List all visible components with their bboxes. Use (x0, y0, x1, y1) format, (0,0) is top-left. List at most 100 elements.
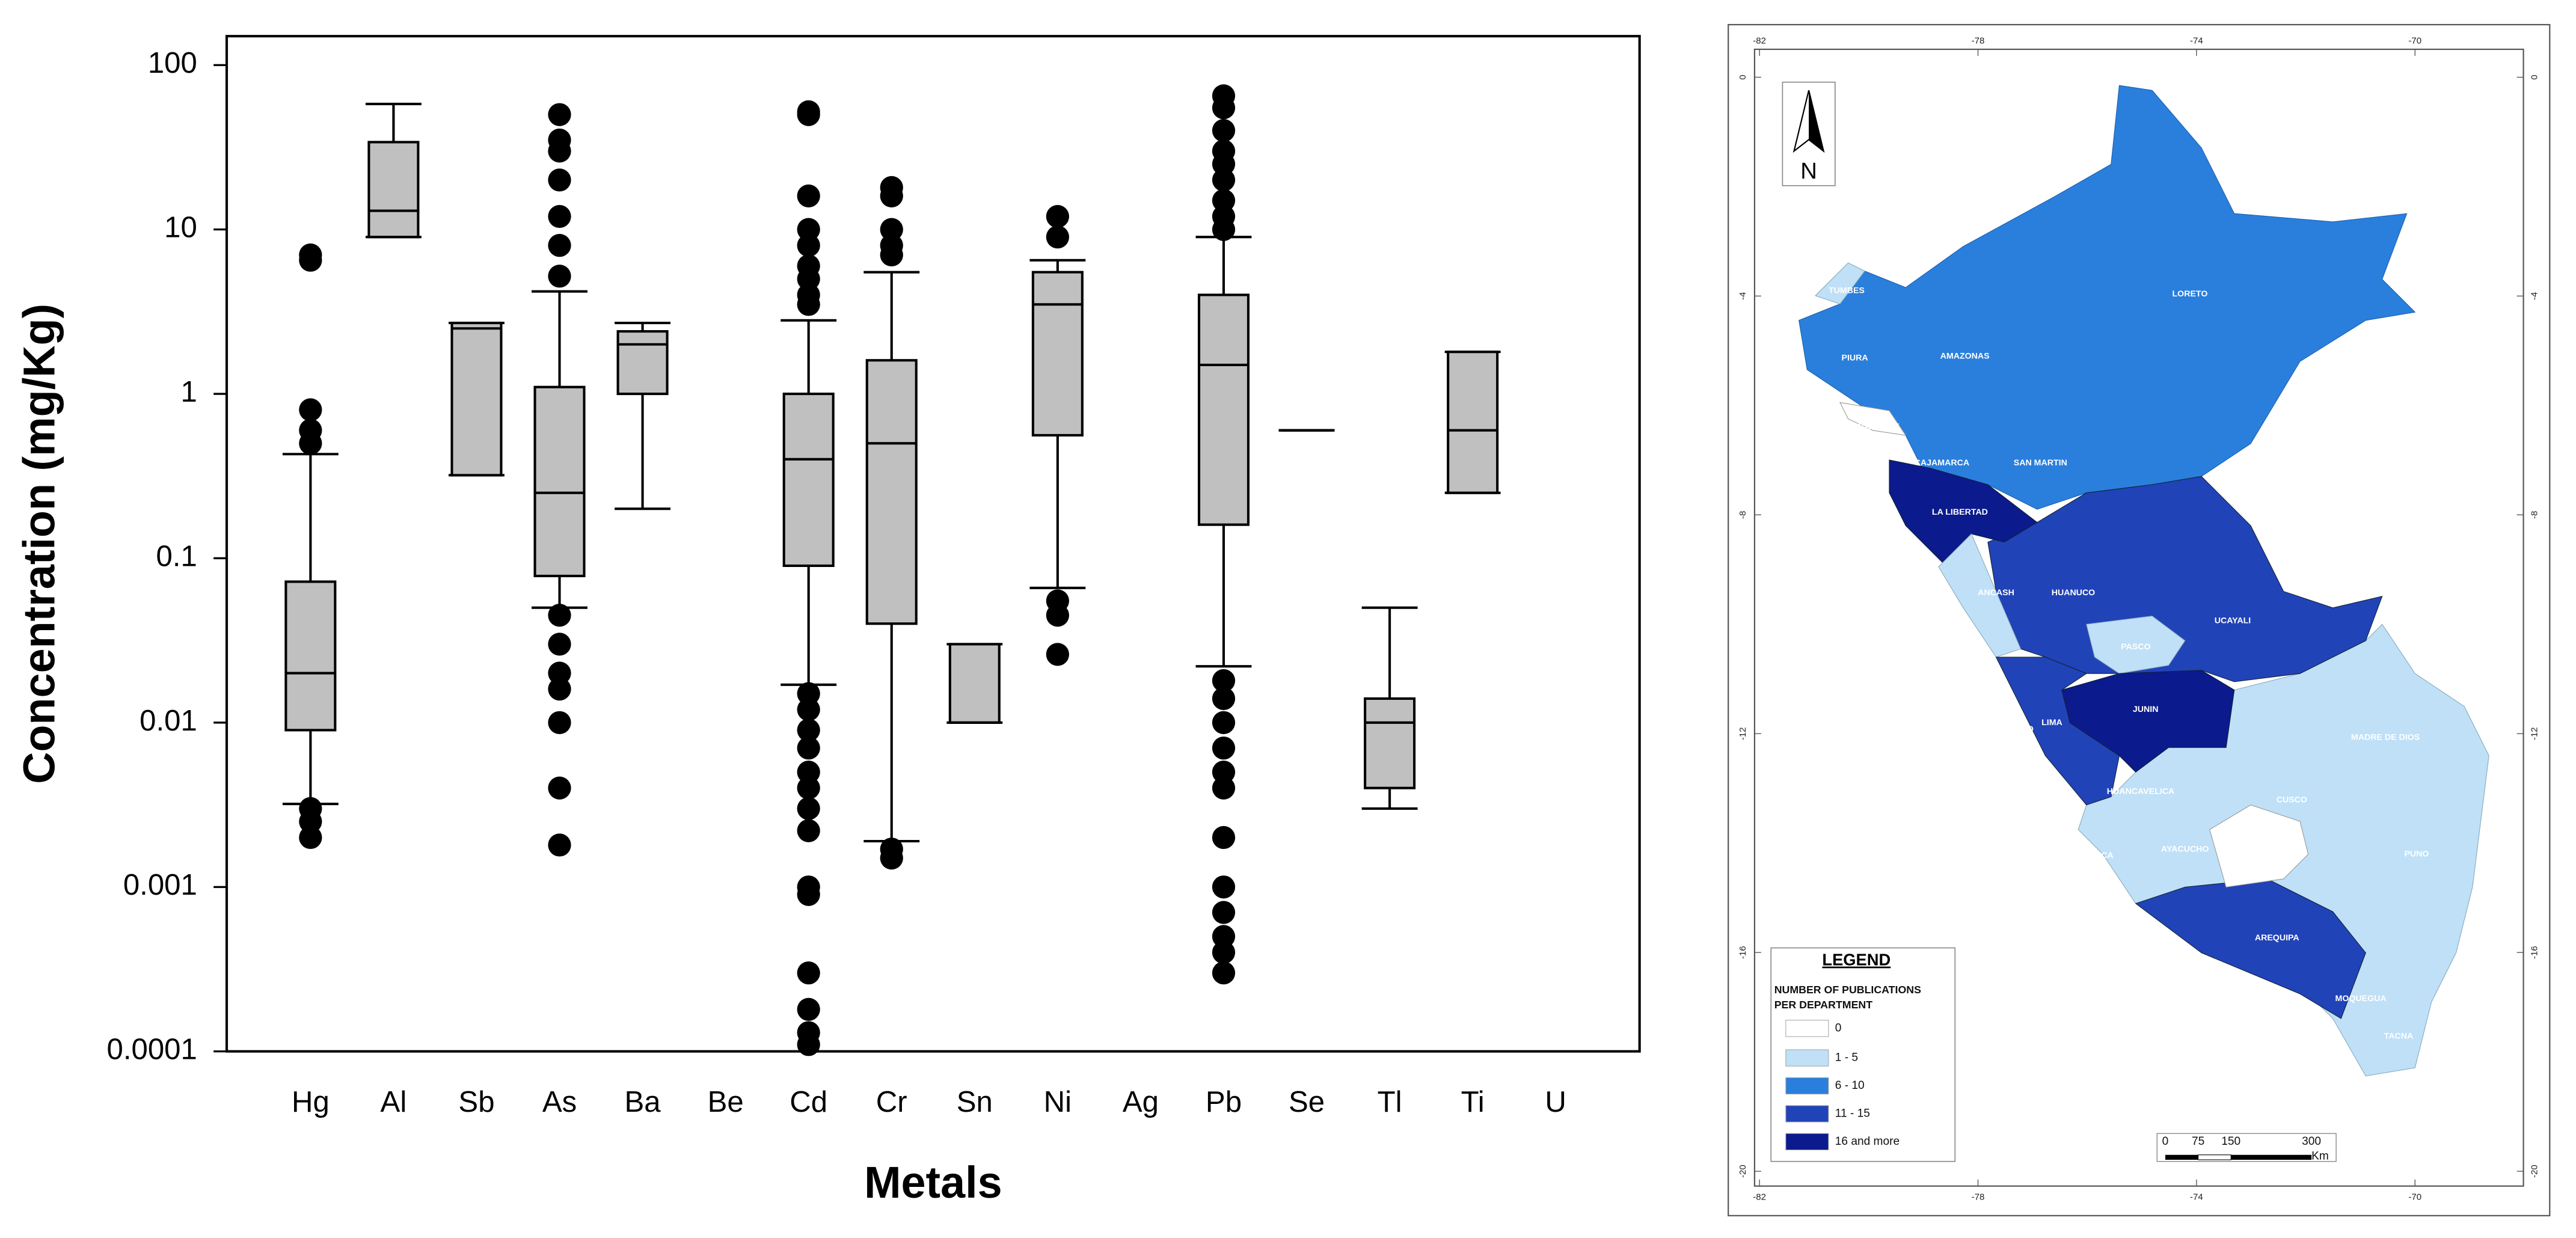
y-tick-label: 10 (164, 211, 197, 244)
region-tumbes (1815, 262, 1865, 305)
legend-swatch (1785, 1077, 1829, 1095)
box (1447, 351, 1499, 494)
legend-label: 16 and more (1835, 1135, 1900, 1148)
outlier (797, 254, 820, 278)
scale-label: 0 (2162, 1135, 2169, 1148)
box (1031, 271, 1084, 437)
box (865, 359, 918, 625)
outlier (1212, 961, 1236, 985)
department-label: PUNO (2404, 849, 2429, 859)
outlier (548, 265, 571, 288)
department-label: ICA (2099, 851, 2113, 860)
y-tick-label: 100 (148, 46, 197, 79)
box (533, 385, 586, 577)
x-tick-label: Se (1289, 1085, 1325, 1118)
region-junin (2061, 670, 2235, 773)
outlier (1212, 875, 1236, 899)
scale-segment (2165, 1154, 2198, 1160)
outlier (548, 103, 571, 126)
department-label: ANCASH (1978, 588, 2014, 598)
department-label: PIURA (1842, 353, 1868, 363)
department-label: HUANCAVELICA (2107, 787, 2174, 797)
y-tick-label: 1 (181, 375, 197, 408)
lon-tick-label: -82 (1753, 35, 1766, 46)
legend-label: 0 (1835, 1022, 1842, 1034)
outlier (797, 184, 820, 207)
outlier (548, 776, 571, 800)
y-tick-label: 0.01 (140, 704, 197, 737)
legend-subtitle: NUMBER OF PUBLICATIONS (1774, 984, 1921, 996)
department-label: MADRE DE DIOS (2351, 733, 2420, 743)
lon-tick-label: -70 (2408, 35, 2421, 46)
outlier (797, 875, 820, 899)
x-tick-label: Be (708, 1085, 744, 1118)
department-label: LAMBAYEQUE (1839, 422, 1900, 432)
region-pasco (2086, 616, 2186, 674)
x-tick-label: As (542, 1085, 577, 1118)
outlier (548, 234, 571, 257)
outlier (1212, 204, 1236, 228)
outlier (797, 819, 820, 842)
department-label: AREQUIPA (2255, 933, 2299, 943)
scale-unit: Km (2311, 1150, 2329, 1163)
department-label: TACNA (2384, 1032, 2414, 1041)
x-tick-label: Sn (957, 1085, 993, 1118)
lat-tick-label: -8 (1738, 511, 1748, 519)
box (782, 393, 835, 567)
plot-frame (225, 35, 1641, 1053)
north-label: N (1800, 158, 1817, 184)
x-tick-label: Pb (1206, 1085, 1242, 1118)
department-label: LORETO (2173, 289, 2208, 299)
x-tick-label: Ba (625, 1085, 661, 1118)
outlier (1212, 711, 1236, 734)
outlier (797, 682, 820, 705)
legend-label: 6 - 10 (1835, 1079, 1865, 1092)
x-axis-title: Metals (864, 1157, 1002, 1207)
outlier (548, 677, 571, 701)
outlier (797, 283, 820, 307)
box (284, 580, 337, 732)
lat-tick-label: 0 (2530, 75, 2540, 79)
box (1364, 697, 1416, 789)
outlier (797, 719, 820, 742)
lat-tick-label: -12 (2530, 727, 2540, 740)
outlier (548, 661, 571, 685)
scale-label: 75 (2192, 1135, 2204, 1148)
scale-label: 300 (2302, 1135, 2321, 1148)
outlier (548, 604, 571, 627)
department-label: CUSCO (2277, 795, 2307, 804)
outlier (880, 838, 903, 861)
outlier (880, 176, 903, 200)
outlier (299, 797, 322, 820)
scale-segment (2198, 1154, 2231, 1160)
x-tick-label: U (1545, 1085, 1566, 1118)
legend-title: LEGEND (1822, 951, 1891, 969)
outlier (299, 243, 322, 267)
department-label: APURIMAC (2237, 843, 2283, 853)
outlier (797, 1021, 820, 1044)
outlier (1046, 589, 1069, 613)
north-arrow-half (1809, 90, 1824, 152)
outlier (797, 218, 820, 241)
legend-swatch (1785, 1133, 1829, 1151)
outlier (1212, 940, 1236, 964)
lat-tick-label: -16 (1738, 946, 1748, 959)
outlier (797, 698, 820, 722)
legend-label: 1 - 5 (1835, 1052, 1858, 1064)
outlier (548, 833, 571, 857)
lon-tick-label: -70 (2408, 1192, 2421, 1203)
outlier (1212, 737, 1236, 760)
x-tick-label: Hg (292, 1085, 330, 1118)
department-label: CAJAMARCA (1915, 458, 1969, 468)
scale-segment (2231, 1154, 2312, 1160)
outlier (1212, 139, 1236, 163)
department-label: AMAZONAS (1940, 352, 1990, 361)
box (367, 141, 420, 239)
y-tick-label: 0.0001 (106, 1033, 197, 1066)
outlier (1212, 118, 1236, 142)
outlier (797, 737, 820, 760)
legend-swatch (1785, 1049, 1829, 1067)
lon-tick-label: -78 (1972, 35, 1985, 46)
